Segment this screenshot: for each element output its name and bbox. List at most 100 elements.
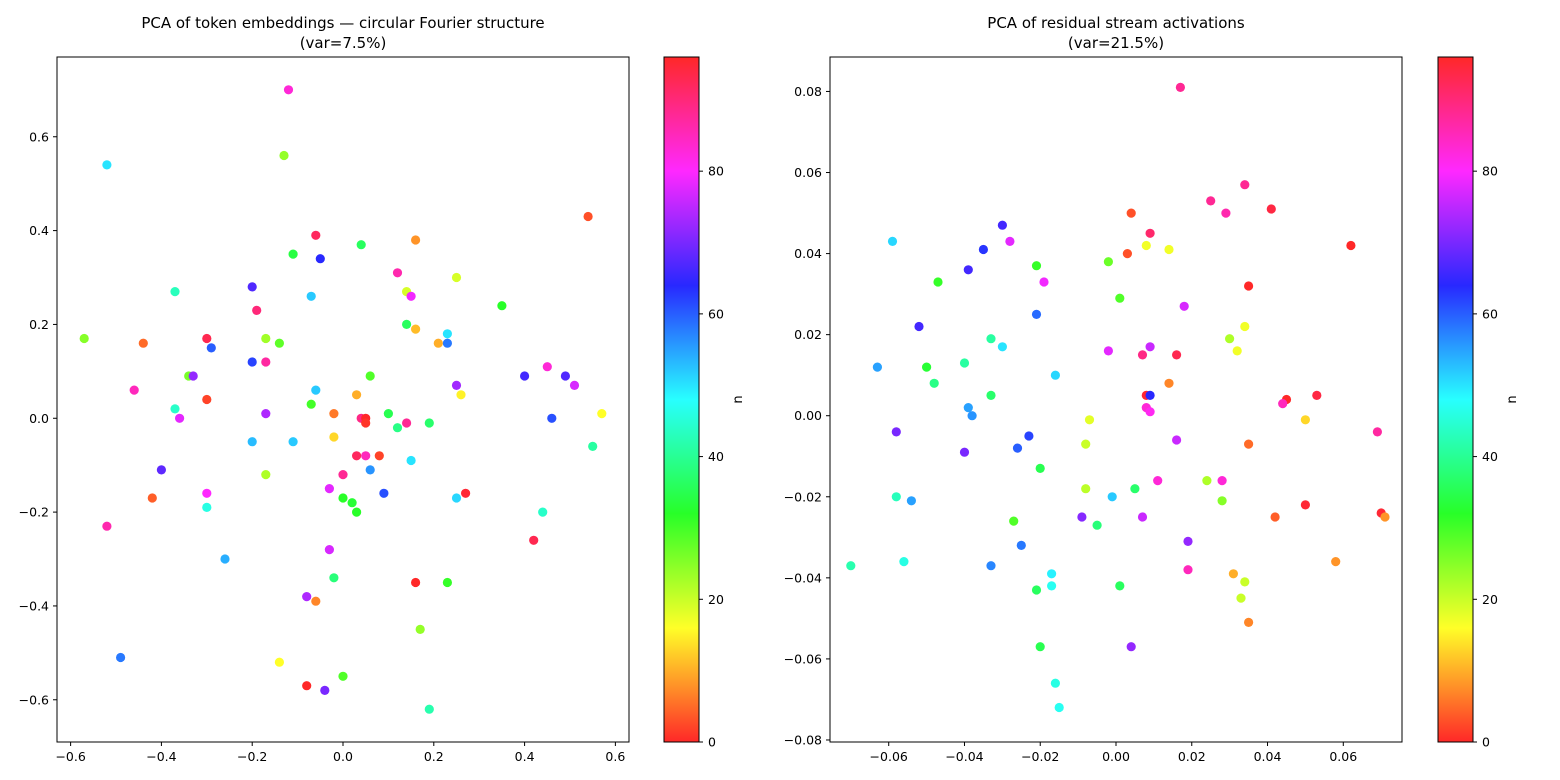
data-point xyxy=(1217,496,1227,506)
x-tick-label: 0.0 xyxy=(333,749,353,764)
data-point xyxy=(497,301,507,311)
y-tick-label: −0.08 xyxy=(784,732,822,747)
data-point xyxy=(1164,378,1174,388)
data-point xyxy=(379,488,389,498)
data-point xyxy=(1009,516,1019,526)
data-point xyxy=(1081,439,1091,449)
y-tick-label: −0.02 xyxy=(784,489,822,504)
y-tick-label: −0.4 xyxy=(19,598,49,613)
data-point xyxy=(361,451,371,461)
data-point xyxy=(560,371,571,381)
data-point xyxy=(1172,350,1182,360)
data-point xyxy=(547,413,557,423)
data-point xyxy=(1137,350,1148,360)
data-point xyxy=(891,492,901,502)
data-point xyxy=(1145,390,1155,400)
data-point xyxy=(442,338,452,348)
data-point xyxy=(356,240,366,250)
data-point xyxy=(887,236,898,246)
data-point xyxy=(997,220,1008,230)
data-point xyxy=(963,265,973,275)
data-point xyxy=(456,390,466,400)
data-point xyxy=(1031,309,1042,319)
x-tick-label: 0.00 xyxy=(1102,749,1130,764)
colorbar-tick-label: 40 xyxy=(708,449,724,464)
colorbar-tick-label: 0 xyxy=(1482,735,1490,750)
data-point xyxy=(967,411,977,421)
chart-panel-1: PCA of token embeddings — circular Fouri… xyxy=(19,14,746,764)
data-point xyxy=(424,704,434,714)
x-tick-label: 0.06 xyxy=(1329,749,1357,764)
data-point xyxy=(138,338,148,348)
data-point xyxy=(997,342,1008,352)
data-point xyxy=(529,535,539,545)
data-point xyxy=(402,418,412,428)
data-point xyxy=(891,427,901,437)
data-point xyxy=(247,357,257,367)
y-tick-label: −0.6 xyxy=(19,692,49,707)
data-point xyxy=(1035,642,1045,652)
data-point xyxy=(520,371,530,381)
data-point xyxy=(1005,236,1015,246)
data-point xyxy=(365,465,375,475)
data-point xyxy=(1270,512,1280,522)
data-point xyxy=(320,685,330,696)
data-point xyxy=(1050,370,1060,380)
data-point xyxy=(1331,557,1341,567)
colorbar-label: n xyxy=(731,395,746,403)
data-point xyxy=(306,399,316,409)
data-point xyxy=(1312,390,1322,400)
data-point xyxy=(274,657,284,667)
x-tick-label: −0.4 xyxy=(146,749,176,764)
data-point xyxy=(1122,249,1132,259)
plot-frame xyxy=(56,56,630,743)
data-point xyxy=(1221,208,1231,218)
data-point xyxy=(352,507,362,517)
colorbar xyxy=(1437,56,1474,743)
data-point xyxy=(306,291,316,301)
data-point xyxy=(1228,569,1238,579)
data-point xyxy=(374,451,384,461)
data-point xyxy=(1047,581,1057,591)
data-point xyxy=(1103,346,1113,356)
colorbar-tick-label: 60 xyxy=(1482,306,1498,321)
data-point xyxy=(220,554,230,564)
data-point xyxy=(288,437,298,447)
colorbar-tick-label: 40 xyxy=(1482,449,1498,464)
data-point xyxy=(261,357,271,367)
y-tick-label: 0.0 xyxy=(29,411,49,426)
data-point xyxy=(1244,281,1254,291)
data-point xyxy=(922,362,932,372)
data-point xyxy=(588,441,598,451)
x-tick-label: 0.04 xyxy=(1254,749,1282,764)
data-point xyxy=(986,390,996,400)
chart-subtitle: (var=21.5%) xyxy=(1068,34,1164,52)
y-tick-label: −0.2 xyxy=(19,505,49,520)
data-point xyxy=(1346,240,1356,251)
data-point xyxy=(569,380,580,390)
data-point xyxy=(597,409,607,419)
data-point xyxy=(1141,240,1151,251)
data-point xyxy=(175,413,185,423)
data-point xyxy=(392,268,403,278)
data-point xyxy=(1175,82,1185,92)
data-point xyxy=(1172,435,1182,445)
data-point xyxy=(1047,569,1057,579)
data-point xyxy=(1372,427,1382,437)
x-tick-label: 0.6 xyxy=(605,749,625,764)
y-tick-label: −0.06 xyxy=(784,651,822,666)
data-point xyxy=(411,324,421,334)
data-point xyxy=(1202,476,1212,486)
colorbar-tick-label: 60 xyxy=(708,306,724,321)
data-point xyxy=(202,502,212,512)
data-point xyxy=(329,432,339,442)
data-point xyxy=(1031,261,1042,271)
y-tick-label: 0.08 xyxy=(794,84,822,99)
y-tick-label: 0.06 xyxy=(794,165,822,180)
data-point xyxy=(846,561,856,571)
data-point xyxy=(538,507,548,517)
y-tick-label: 0.4 xyxy=(29,223,49,238)
x-tick-label: −0.6 xyxy=(55,749,85,764)
data-point xyxy=(1126,642,1136,652)
data-point xyxy=(352,451,362,461)
